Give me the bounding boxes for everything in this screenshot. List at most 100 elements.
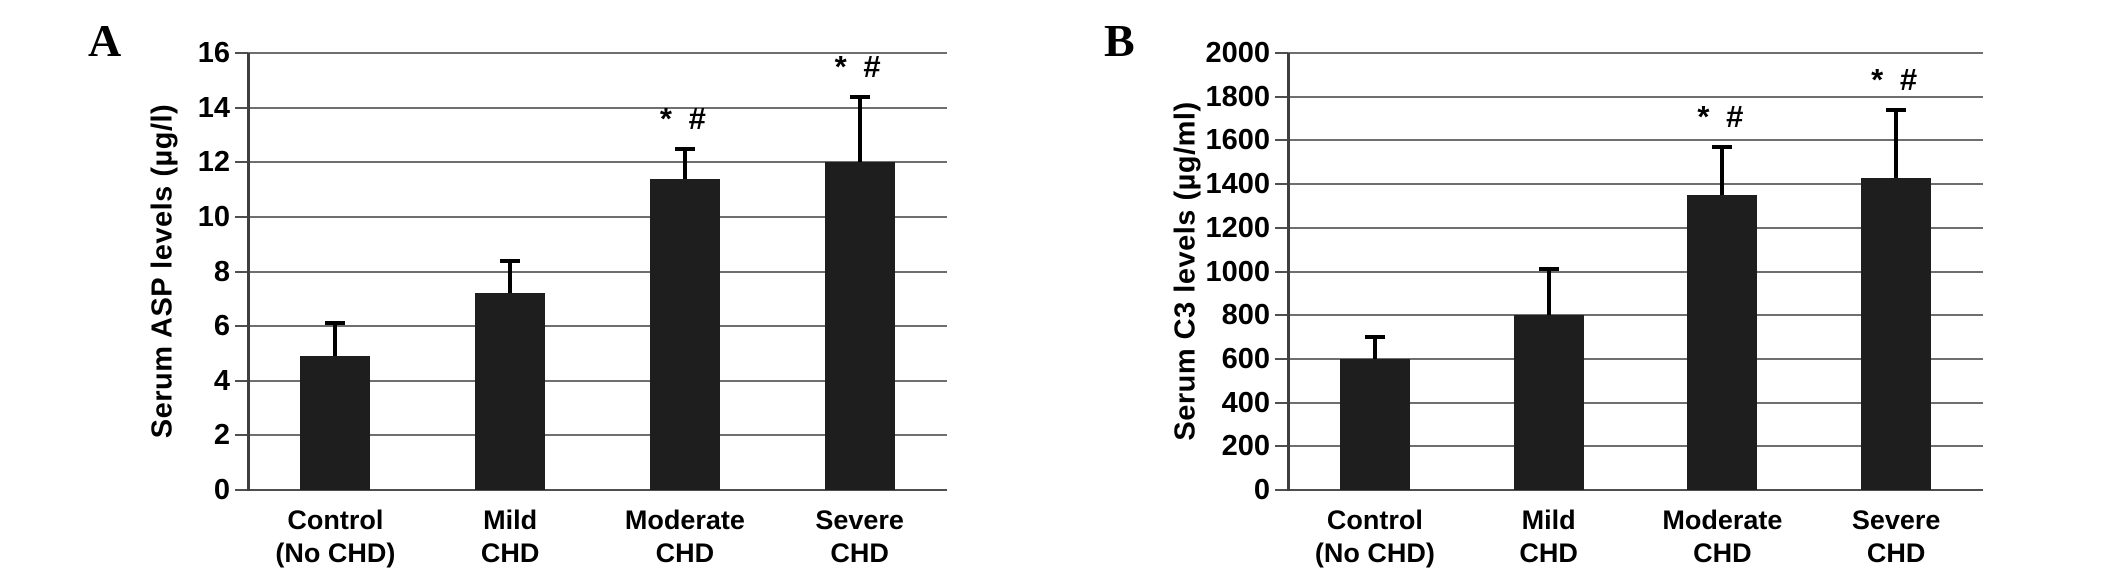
y-tick-mark [1275,95,1288,98]
y-tick-mark [1275,183,1288,186]
x-tick-label: Moderate CHD [1627,504,1817,570]
gridline-1000 [1288,270,1983,273]
x-tick-label-line: Control [287,505,384,535]
x-tick-label-line: CHD [480,538,540,568]
y-tick-mark [1275,226,1288,229]
significance-marker: * # [1871,61,1922,97]
error-bar-cap [1886,107,1907,112]
y-tick-label: 12 [197,146,230,179]
x-tick-label: Mild CHD [1454,504,1644,570]
y-tick-mark [1275,401,1288,404]
y-tick-mark [1275,52,1288,54]
y-tick-label: 800 [1221,299,1270,332]
y-tick-label: 10 [197,200,230,233]
x-tick-label-line: (No CHD) [1314,538,1435,568]
gridline-600 [1288,357,1983,360]
bar-moderate-chd [649,178,720,490]
x-tick-label-line: Moderate [1662,505,1783,535]
error-bar-cap [1364,335,1385,340]
error-bar-stem [1546,269,1551,316]
bar-severe-chd [1861,177,1932,490]
y-tick-label: 1800 [1205,80,1270,113]
bar-control-no-chd- [300,356,371,490]
x-tick-label: Moderate CHD [590,504,780,570]
gridline-14 [248,106,947,109]
y-tick-label: 0 [1253,474,1270,506]
gridline-200 [1288,445,1983,448]
gridline-1200 [1288,226,1983,229]
y-tick-label: 4 [213,364,230,397]
gridline-1400 [1288,183,1983,186]
bar-severe-chd [824,162,895,490]
y-tick-mark [1275,445,1288,448]
error-bar-cap [674,146,695,151]
x-tick-label: Control (No CHD) [240,504,430,570]
error-bar-stem [1372,337,1377,359]
x-tick-label-line: Control [1326,505,1423,535]
gridline-10 [248,215,947,218]
error-bar-cap [500,258,521,263]
x-tick-label: Severe CHD [1801,504,1991,570]
bar-moderate-chd [1687,195,1758,490]
error-bar-cap [1538,267,1559,272]
error-bar-stem [1894,109,1899,178]
error-bar-cap [1712,144,1733,149]
y-tick-label: 16 [197,37,230,69]
gridline-6 [248,325,947,328]
y-tick-label: 600 [1221,342,1270,375]
y-tick-mark [1275,139,1288,142]
y-tick-mark [1275,314,1288,317]
y-tick-label: 1200 [1205,211,1270,244]
error-bar-stem [682,148,687,179]
y-tick-mark [235,161,248,164]
x-tick-label-line: Moderate [624,505,745,535]
x-tick-label: Mild CHD [415,504,605,570]
gridline-2000 [1288,52,1983,54]
bar-control-no-chd- [1339,358,1410,490]
y-axis-line [1287,53,1290,491]
gridline-400 [1288,401,1983,404]
significance-marker: * # [659,100,710,136]
y-tick-label: 2 [213,419,230,452]
bar-mild-chd [475,293,546,490]
y-tick-label: 200 [1221,430,1270,463]
x-tick-label-line: CHD [1866,538,1926,568]
y-tick-label: 6 [213,310,230,343]
y-tick-label: 14 [197,91,230,124]
gridline-4 [248,379,947,382]
gridline-12 [248,161,947,164]
y-tick-mark [235,489,248,491]
y-tick-mark [235,215,248,218]
gridline-800 [1288,314,1983,317]
y-tick-mark [235,325,248,328]
y-tick-label: 2000 [1205,37,1270,69]
error-bar-cap [849,94,870,99]
panel-b-letter: B [1104,15,1135,66]
y-tick-label: 400 [1221,386,1270,419]
y-tick-mark [235,106,248,109]
gridline-0 [248,489,947,491]
significance-marker: * # [1697,98,1748,134]
y-tick-label: 0 [213,474,230,506]
x-tick-label: Severe CHD [765,504,955,570]
bar-mild-chd [1513,315,1584,490]
error-bar-cap [325,321,346,326]
x-tick-label-line: Severe [1851,505,1941,535]
y-tick-mark [235,270,248,273]
x-tick-label-line: Severe [815,505,904,535]
x-tick-label-line: CHD [830,538,889,568]
gridline-1800 [1288,95,1983,98]
y-tick-mark [235,52,248,54]
y-tick-mark [235,379,248,382]
gridline-0 [1288,489,1983,491]
x-tick-label-line: CHD [1693,538,1752,568]
y-tick-label: 8 [213,255,230,288]
significance-marker: * # [834,48,885,84]
y-tick-label: 1000 [1205,255,1270,288]
x-tick-label-line: Mild [1521,505,1576,535]
y-tick-label: 1400 [1205,168,1270,201]
